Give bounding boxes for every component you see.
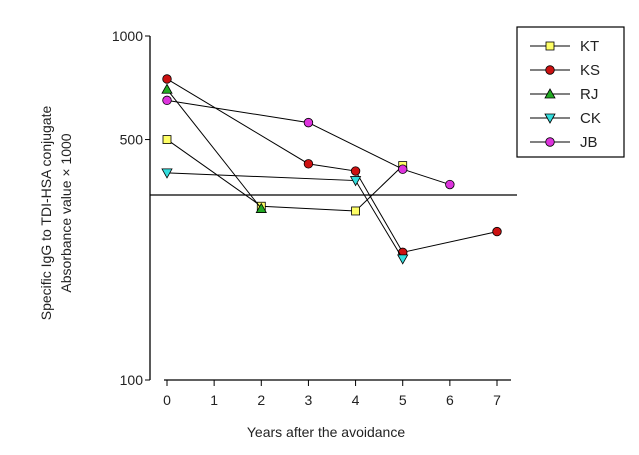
series-line-rj	[166, 88, 262, 209]
x-tick-label-4: 4	[352, 392, 360, 408]
point-jb-6	[445, 179, 455, 190]
x-tick-label-0: 0	[163, 392, 171, 408]
series-line-jb	[166, 99, 451, 186]
point-ks-7	[492, 226, 502, 237]
point-rj-2	[255, 202, 267, 213]
x-tick-label-1: 1	[210, 392, 218, 408]
legend: KT KS RJ CK JB	[516, 26, 625, 158]
legend-marker-ks	[545, 65, 555, 75]
series-line-ks	[166, 78, 498, 253]
x-tick-label-3: 3	[305, 392, 313, 408]
series-ck	[161, 168, 409, 265]
x-tick-label-2: 2	[257, 392, 265, 408]
legend-label-kt: KT	[580, 38, 599, 55]
point-ck-5	[397, 254, 409, 265]
legend-label-jb: JB	[580, 134, 598, 151]
point-kt-0	[162, 135, 172, 144]
point-jb-3	[303, 117, 314, 128]
x-axis-title: Years after the avoidance	[247, 424, 405, 440]
x-tick-label-6: 6	[446, 392, 454, 408]
series-rj	[161, 83, 267, 213]
legend-label-ks: KS	[580, 62, 600, 79]
y-axis-subtitle: Absorbance value × 1000	[58, 133, 74, 292]
point-ck-4	[349, 176, 362, 187]
legend-marker-ck	[544, 113, 556, 124]
point-ks-3	[303, 159, 314, 169]
point-ck-0	[161, 168, 173, 179]
y-tick-label-100: 100	[120, 372, 144, 388]
series-line-kt	[166, 139, 404, 212]
legend-marker-rj	[544, 88, 556, 99]
y-tick-label-500: 500	[120, 132, 144, 148]
x-tick-label-5: 5	[399, 392, 407, 408]
legend-label-ck: CK	[580, 110, 601, 127]
point-ks-4	[350, 166, 361, 176]
legend-marker-kt	[545, 41, 555, 51]
legend-box	[516, 26, 625, 158]
legend-marker-jb	[545, 137, 555, 147]
y-axis-title: Specific IgG to TDI-HSA conjugate	[38, 106, 54, 321]
y-tick-label-1000: 1000	[112, 28, 143, 44]
point-jb-5	[398, 164, 408, 174]
point-ks-0	[162, 74, 172, 84]
series-kt	[162, 135, 408, 216]
point-jb-0	[162, 95, 172, 106]
series-jb	[162, 95, 455, 190]
series-line-ck	[166, 172, 404, 260]
x-tick-label-7: 7	[493, 392, 501, 408]
series-ks	[162, 74, 502, 258]
point-kt-4	[351, 206, 360, 216]
point-rj-0	[161, 83, 173, 94]
legend-label-rj: RJ	[580, 86, 598, 103]
